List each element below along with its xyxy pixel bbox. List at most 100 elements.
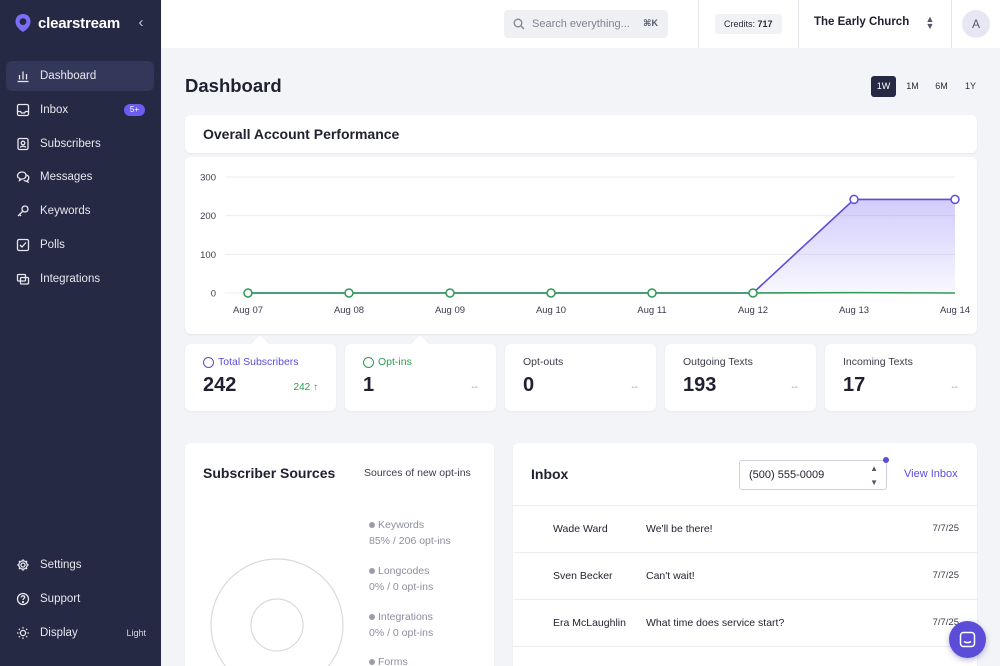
stat-delta: -- (631, 382, 638, 393)
sidebar-item-keywords[interactable]: Keywords (6, 196, 154, 226)
sidebar-item-label: Dashboard (40, 70, 97, 82)
donut-inner-ring (250, 598, 304, 652)
clearstream-logo-icon (15, 14, 31, 32)
x-tick-label: Aug 14 (940, 305, 970, 316)
collapse-sidebar-icon[interactable]: ‹ (138, 14, 144, 31)
stat-value: 17 (843, 374, 866, 396)
range-1m-button[interactable]: 1M (906, 81, 919, 91)
sidebar-item-inbox[interactable]: Inbox 5+ (6, 95, 154, 125)
source-name: Forms (378, 656, 408, 666)
message-preview: What time does service start? (646, 617, 785, 629)
range-1w-button[interactable]: 1W (871, 76, 896, 97)
x-tick-label: Aug 07 (233, 305, 263, 316)
series-area (248, 199, 955, 293)
performance-line-chart: 0 100 200 300 Aug 07 Aug 08 Aug 09 Aug 10 Aug 11… (200, 173, 970, 317)
performance-chart: 0 100 200 300 Aug 07 Aug 08 Aug 09 Aug 10 Aug 11… (185, 157, 977, 334)
stat-label: Opt-outs (523, 356, 564, 368)
source-item-integrations: Integrations 0% / 0 opt-ins (369, 609, 433, 641)
page-title: Dashboard (185, 75, 282, 96)
credits-value: 717 (757, 19, 773, 29)
stat-card-incoming-texts[interactable]: Incoming Texts 17 -- (825, 344, 976, 411)
message-date: 7/7/25 (932, 570, 959, 581)
sidebar-item-label: Support (40, 592, 81, 605)
chevron-up-down-icon[interactable]: ▲ ▼ (925, 14, 935, 31)
legend-dot (369, 659, 375, 665)
stat-value: 0 (523, 374, 535, 396)
inbox-row[interactable]: Era McLaughlin What time does service st… (513, 599, 977, 646)
message-preview: We'll be there! (646, 523, 713, 535)
inbox-row[interactable]: Sven Becker Can't wait! 7/7/25 (513, 552, 977, 599)
chart-bar-icon (17, 71, 29, 83)
key-icon (17, 205, 29, 217)
divider (798, 0, 799, 48)
chat-support-button[interactable] (949, 621, 986, 658)
top-bar: Search everything... ⌘K Credits: 717 The… (161, 0, 1000, 48)
data-point (344, 288, 354, 298)
selected-notch (251, 335, 269, 353)
source-name: Keywords (378, 519, 425, 531)
sidebar-item-label: Subscribers (40, 137, 101, 150)
sidebar-item-subscribers[interactable]: Subscribers (6, 129, 154, 159)
sidebar-item-label: Settings (40, 559, 82, 571)
help-icon (16, 592, 30, 605)
stat-label-text: Total Subscribers (218, 356, 299, 368)
search-icon (513, 18, 525, 30)
sidebar-item-label: Messages (40, 171, 93, 184)
organization-name[interactable]: The Early Church (814, 16, 910, 28)
range-1y-button[interactable]: 1Y (964, 81, 976, 91)
series-ring-icon (203, 356, 214, 368)
integrations-icon (16, 273, 30, 285)
stat-card-opt-ins[interactable]: Opt-ins 1 -- (345, 335, 496, 411)
stat-label: Total Subscribers (203, 356, 299, 368)
sources-donut-chart (210, 558, 344, 666)
sidebar-nav: Dashboard Inbox 5+ Subscribers Messages … (6, 61, 154, 298)
poll-icon (16, 238, 30, 252)
data-point (950, 194, 960, 205)
brand[interactable]: clearstream (14, 13, 120, 33)
source-item-forms: Forms (369, 654, 408, 666)
stat-card-outgoing-texts[interactable]: Outgoing Texts 193 -- (665, 344, 816, 411)
stat-card-opt-outs[interactable]: Opt-outs 0 -- (505, 344, 656, 411)
inbox-icon (16, 103, 30, 116)
source-detail: 85% / 206 opt-ins (369, 535, 451, 547)
sidebar-item-label: Polls (40, 238, 65, 251)
message-preview: Can't wait! (646, 570, 695, 582)
sidebar-item-integrations[interactable]: Integrations (6, 264, 154, 294)
stat-card-total-subscribers[interactable]: Total Subscribers 242 242 ↑ (185, 335, 336, 411)
y-tick-label: 0 (211, 289, 216, 300)
time-range-selector: 1W 1M 6M 1Y (871, 76, 983, 97)
sidebar-item-display[interactable]: Display Light (6, 618, 154, 648)
data-point (546, 288, 556, 298)
source-detail: 0% / 0 opt-ins (369, 627, 434, 639)
inbox-row[interactable]: Wade Ward We'll be there! 7/7/25 (513, 505, 977, 552)
view-inbox-link[interactable]: View Inbox (904, 468, 958, 480)
gear-icon (17, 559, 29, 571)
range-6m-button[interactable]: 6M (935, 81, 948, 91)
source-item-keywords: Keywords 85% / 206 opt-ins (369, 517, 451, 549)
inbox-row[interactable] (513, 646, 977, 666)
sidebar-item-polls[interactable]: Polls (6, 230, 154, 260)
legend-dot (369, 614, 375, 620)
sidebar-item-settings[interactable]: Settings (6, 550, 154, 580)
search-input[interactable]: Search everything... ⌘K (504, 10, 668, 38)
divider (698, 0, 699, 48)
contact-name: Era McLaughlin (553, 617, 626, 629)
search-placeholder: Search everything... (532, 18, 630, 30)
data-point (445, 288, 455, 298)
sidebar-item-support[interactable]: Support (6, 584, 154, 614)
stat-label: Incoming Texts (843, 356, 913, 368)
divider (951, 0, 952, 48)
search-shortcut: ⌘K (643, 18, 658, 28)
avatar[interactable]: A (962, 10, 990, 38)
inbox-card: Inbox (500) 555-0009 ▲ ▼ View Inbox Wade … (513, 443, 977, 666)
stat-delta: -- (471, 382, 478, 393)
sidebar-item-messages[interactable]: Messages (6, 162, 154, 192)
x-tick-label: Aug 09 (435, 305, 465, 316)
phone-number-select[interactable]: (500) 555-0009 ▲ ▼ (739, 457, 889, 490)
phone-number-value: (500) 555-0009 (749, 469, 825, 481)
contacts-icon (17, 137, 29, 150)
stat-label: Opt-ins (363, 356, 412, 368)
stat-value: 193 (683, 374, 717, 396)
sidebar-item-dashboard[interactable]: Dashboard (6, 61, 154, 91)
stat-delta: -- (951, 382, 958, 393)
